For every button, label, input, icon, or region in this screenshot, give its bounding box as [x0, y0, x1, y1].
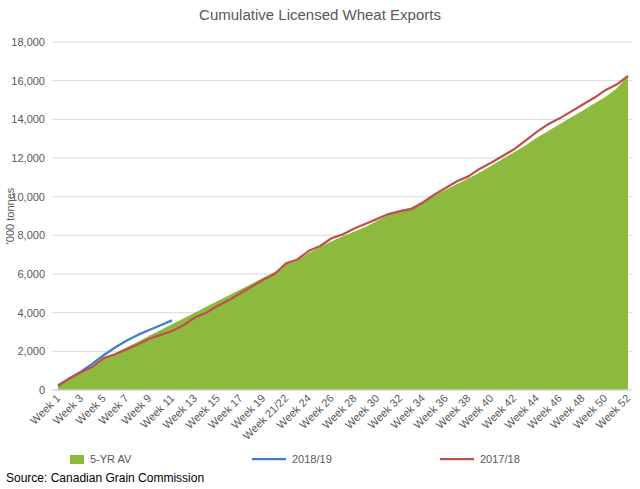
- chart-container: Cumulative Licensed Wheat Exports'000 to…: [0, 0, 640, 489]
- legend-swatch: [252, 458, 286, 460]
- source-note: Source: Canadian Grain Commission: [6, 471, 204, 485]
- y-tick-label: 14,000: [11, 113, 45, 125]
- legend: 5-YR AV 2018/19 2017/18: [70, 453, 520, 465]
- y-tick-label: 0: [39, 384, 45, 396]
- grid-line: [52, 390, 632, 391]
- legend-label: 2017/18: [480, 453, 520, 465]
- x-tick-label: Week 52: [593, 392, 632, 431]
- y-tick-label: 2,000: [17, 345, 45, 357]
- y-tick-label: 16,000: [11, 75, 45, 87]
- chart-svg: Cumulative Licensed Wheat Exports'000 to…: [0, 0, 640, 489]
- area-series: [58, 76, 628, 390]
- line-series: [58, 76, 628, 386]
- y-tick-label: 4,000: [17, 307, 45, 319]
- legend-swatch: [440, 458, 474, 460]
- legend-label: 5-YR AV: [90, 453, 132, 465]
- y-tick-label: 6,000: [17, 268, 45, 280]
- plot-area: [58, 76, 628, 390]
- grid-line: [52, 80, 632, 81]
- y-tick-label: 10,000: [11, 191, 45, 203]
- y-tick-label: 12,000: [11, 152, 45, 164]
- grid-line: [52, 119, 632, 120]
- y-tick-label: 18,000: [11, 36, 45, 48]
- grid: [52, 42, 632, 390]
- y-tick-label: 8,000: [17, 229, 45, 241]
- chart-title: Cumulative Licensed Wheat Exports: [199, 6, 441, 23]
- legend-label: 2018/19: [292, 453, 332, 465]
- x-axis-line: [52, 390, 632, 391]
- legend-swatch: [70, 455, 84, 464]
- grid-line: [52, 42, 632, 43]
